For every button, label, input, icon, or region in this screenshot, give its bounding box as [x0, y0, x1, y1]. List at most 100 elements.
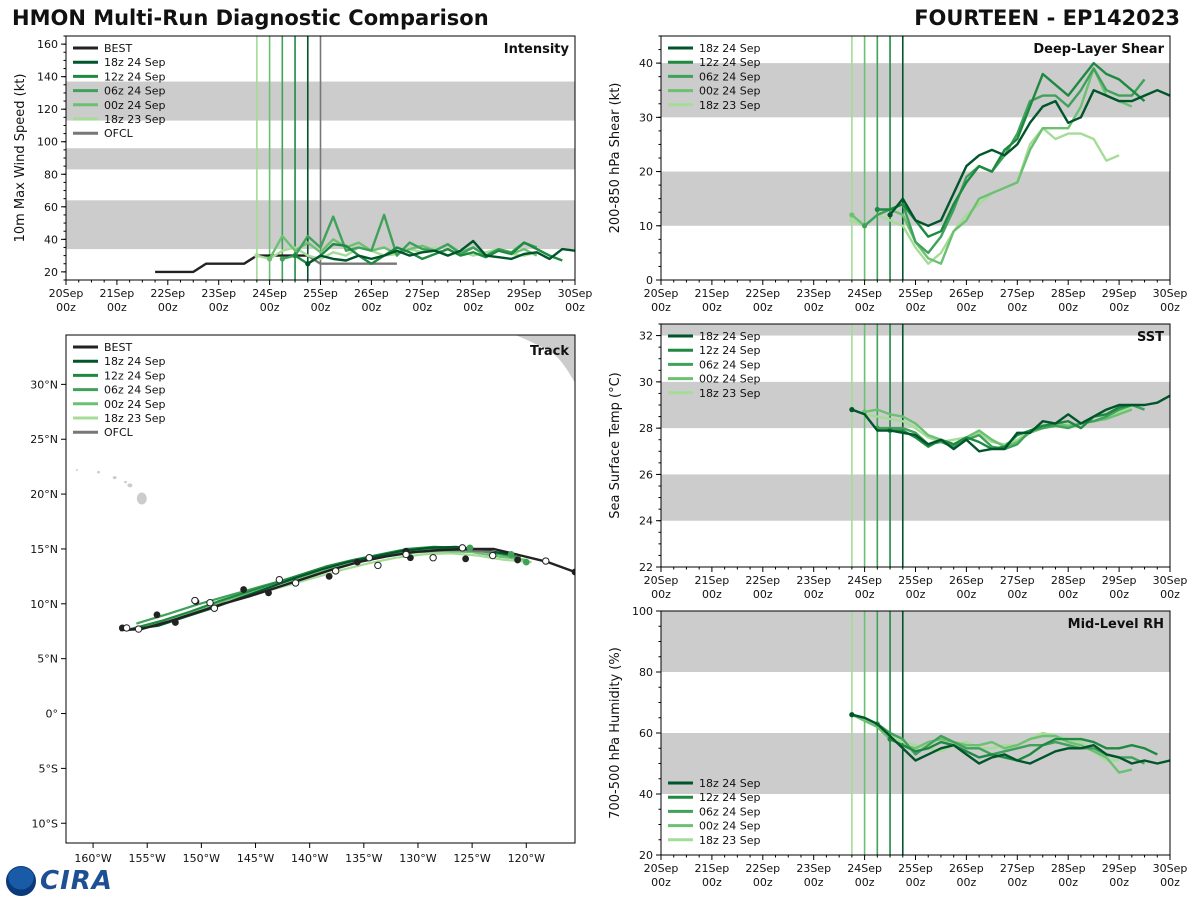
- legend-label: 00z 24 Sep: [104, 398, 166, 411]
- threshold-band: [661, 324, 1170, 336]
- series-line: [851, 67, 1133, 265]
- x-tick-label: 135°W: [345, 852, 382, 865]
- series-start-point: [849, 217, 855, 223]
- x-tick-label: 00z: [855, 588, 875, 601]
- legend-label: 06z 24 Sep: [699, 805, 761, 818]
- panel-title: SST: [1137, 330, 1164, 345]
- best-track-point: [291, 579, 300, 587]
- series-start-point: [292, 253, 298, 259]
- x-tick-label: 150°W: [183, 852, 220, 865]
- x-tick-label: 24Sep: [847, 574, 882, 587]
- cira-logo: CIRA: [6, 866, 113, 896]
- x-tick-label: 155°W: [129, 852, 166, 865]
- legend-label: 00z 24 Sep: [104, 99, 166, 112]
- best-track-point: [122, 624, 131, 632]
- series-start-point: [874, 206, 880, 213]
- legend-label: BEST: [104, 341, 132, 354]
- x-tick-label: 140°W: [291, 852, 328, 865]
- best-track-point: [514, 556, 522, 564]
- x-tick-label: 28Sep: [1051, 287, 1086, 300]
- x-tick-label: 22Sep: [150, 287, 185, 300]
- x-tick-label: 21Sep: [695, 287, 730, 300]
- x-tick-label: 30Sep: [1153, 862, 1188, 875]
- best-track-point: [210, 604, 219, 612]
- legend-label: 00z 24 Sep: [699, 85, 761, 98]
- x-tick-label: 00z: [753, 588, 773, 601]
- x-tick-label: 00z: [1109, 876, 1129, 889]
- series-line: [889, 737, 1158, 762]
- x-tick-label: 22Sep: [745, 862, 780, 875]
- x-tick-label: 00z: [260, 301, 280, 314]
- y-tick-label: 10°N: [30, 598, 58, 611]
- y-tick-label: 5°N: [37, 653, 58, 666]
- x-tick-label: 00z: [855, 876, 875, 889]
- x-tick-label: 00z: [702, 588, 722, 601]
- x-tick-label: 00z: [1058, 588, 1078, 601]
- series-line: [851, 713, 1120, 762]
- x-tick-label: 00z: [1058, 301, 1078, 314]
- x-tick-label: 25Sep: [898, 287, 933, 300]
- threshold-band: [661, 611, 1170, 672]
- legend-label: 06z 24 Sep: [699, 70, 761, 83]
- y-tick-label: 40: [44, 233, 58, 246]
- x-tick-label: 26Sep: [949, 862, 984, 875]
- y-tick-label: 60: [44, 201, 58, 214]
- chart-title-right: FOURTEEN - EP142023: [914, 6, 1180, 30]
- x-tick-label: 22Sep: [745, 574, 780, 587]
- best-track-point: [374, 561, 382, 570]
- best-track-point: [458, 544, 467, 552]
- x-tick-label: 00z: [855, 301, 875, 314]
- y-tick-label: 0°: [46, 708, 59, 721]
- x-tick-label: 00z: [1007, 588, 1027, 601]
- x-tick-label: 20Sep: [644, 574, 679, 587]
- panel-intensity: 2040608010012014016020Sep00z21Sep00z22Se…: [13, 35, 592, 314]
- y-tick-label: 30: [639, 111, 653, 124]
- x-tick-label: 130°W: [399, 852, 436, 865]
- x-tick-label: 25Sep: [898, 574, 933, 587]
- legend-label: 12z 24 Sep: [104, 70, 166, 83]
- land-hawaii: [124, 480, 128, 484]
- best-track-point: [191, 596, 199, 605]
- series-start-point: [305, 261, 311, 267]
- x-tick-label: 00z: [906, 301, 926, 314]
- y-tick-label: 20: [639, 166, 653, 179]
- panel-track: 160°W 155°W 150°W 145°W 140°W 135°W 130°W 125°W…: [30, 334, 576, 865]
- best-track-point: [265, 589, 272, 597]
- x-tick-label: 00z: [1058, 876, 1078, 889]
- x-tick-label: 00z: [651, 301, 671, 314]
- x-tick-label: 29Sep: [1102, 574, 1137, 587]
- x-tick-label: 28Sep: [1051, 862, 1086, 875]
- y-tick-label: 26: [639, 468, 653, 481]
- best-track-point: [325, 572, 333, 580]
- track-map-area: [75, 335, 575, 633]
- panel-shear: 01020304020Sep00z21Sep00z22Sep00z23Sep00…: [608, 35, 1187, 314]
- track-point: [507, 551, 515, 558]
- y-tick-label: 28: [639, 422, 653, 435]
- x-tick-label: 21Sep: [695, 862, 730, 875]
- land-hawaii: [96, 470, 100, 474]
- legend-label: BEST: [104, 42, 132, 55]
- x-tick-label: 30Sep: [1153, 574, 1188, 587]
- legend-label: 00z 24 Sep: [699, 820, 761, 833]
- track-point: [466, 544, 474, 552]
- y-tick-label: 160: [37, 38, 58, 51]
- best-track-point: [275, 575, 284, 584]
- x-tick-label: 00z: [1109, 588, 1129, 601]
- series-line: [307, 254, 397, 265]
- x-tick-label: 125°W: [453, 852, 490, 865]
- x-tick-label: 21Sep: [695, 574, 730, 587]
- legend-label: 12z 24 Sep: [699, 344, 761, 357]
- y-tick-label: 20: [44, 266, 58, 279]
- x-tick-label: 28Sep: [456, 287, 491, 300]
- x-tick-label: 00z: [957, 301, 977, 314]
- threshold-band: [661, 733, 1170, 794]
- best-track-point: [462, 555, 470, 563]
- y-tick-label: 30°N: [30, 378, 58, 391]
- x-tick-label: 25Sep: [898, 862, 933, 875]
- x-tick-label: 29Sep: [1102, 862, 1137, 875]
- legend-label: 12z 24 Sep: [699, 56, 761, 69]
- panel-title: Deep-Layer Shear: [1033, 42, 1164, 57]
- x-tick-label: 00z: [1007, 876, 1027, 889]
- x-tick-label: 00z: [804, 876, 824, 889]
